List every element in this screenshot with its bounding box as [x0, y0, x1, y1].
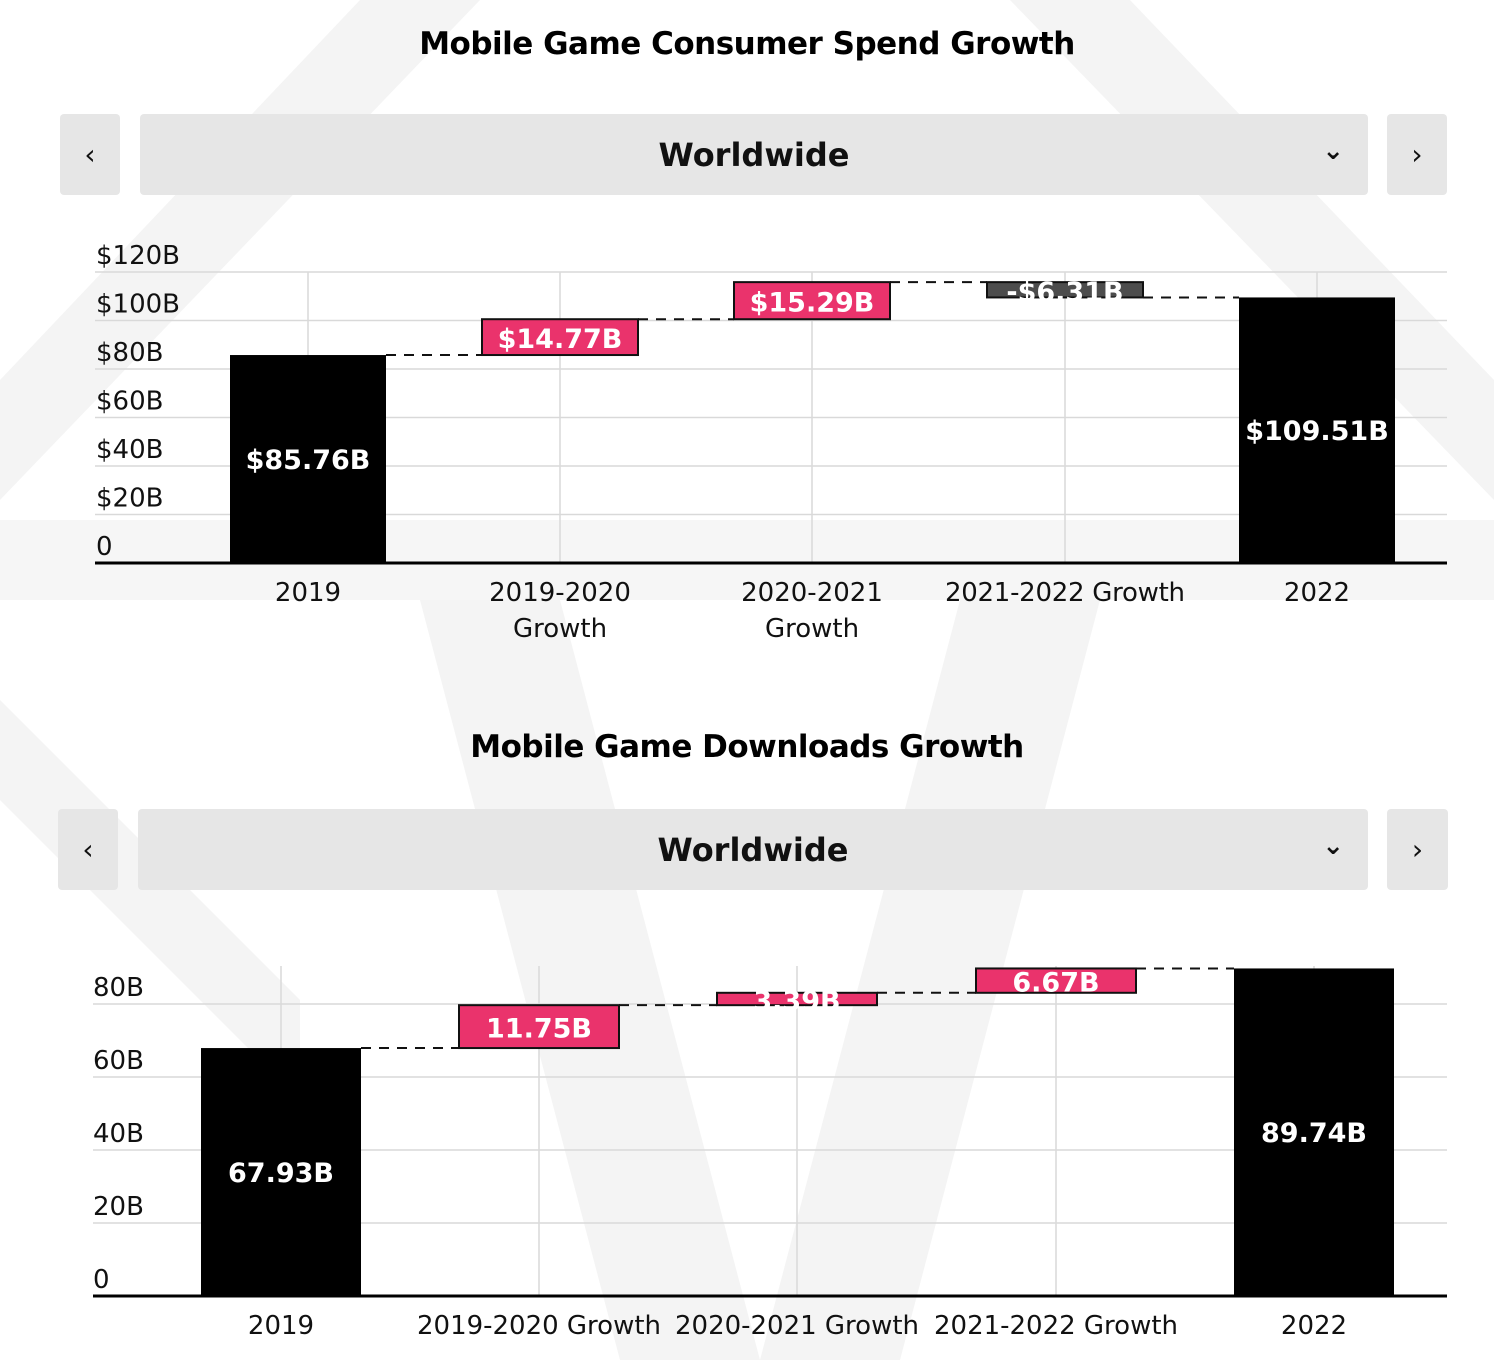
x-tick-label: 2019-2020: [489, 578, 631, 608]
x-tick-label: Growth: [513, 614, 607, 644]
x-tick-label: 2021-2022 Growth: [934, 1311, 1178, 1341]
bar-value-label: $15.29B: [750, 288, 875, 319]
prev-button[interactable]: ‹: [60, 114, 120, 195]
chevron-right-icon: ›: [1411, 138, 1423, 171]
bar: [986, 281, 1144, 299]
region-select-value: Worldwide: [658, 135, 850, 174]
y-tick-label: 0: [96, 532, 113, 562]
region-select[interactable]: Worldwide ⌄: [138, 809, 1368, 890]
x-tick-label: 2020-2021: [741, 578, 883, 608]
bar: [230, 355, 386, 563]
bar: [458, 1004, 620, 1050]
bar-value-label: $14.77B: [498, 324, 623, 355]
x-tick-label: 2021-2022 Growth: [945, 578, 1185, 608]
bar-value-label: 67.93B: [228, 1158, 334, 1189]
chevron-left-icon: ‹: [84, 138, 96, 171]
next-button[interactable]: ›: [1387, 809, 1448, 890]
x-tick-label: Growth: [765, 614, 859, 644]
region-select-value: Worldwide: [657, 830, 849, 869]
x-tick-label: 2022: [1281, 1311, 1347, 1341]
y-tick-label: 40B: [93, 1119, 144, 1149]
bar: [1239, 297, 1395, 563]
x-tick-label: 2019: [275, 578, 341, 608]
y-tick-label: $60B: [96, 387, 163, 417]
chart-title-spend: Mobile Game Consumer Spend Growth: [419, 26, 1075, 62]
chevron-down-icon: ⌄: [1322, 831, 1344, 861]
bar-value-label: $85.76B: [246, 445, 371, 476]
y-tick-label: 80B: [93, 973, 144, 1003]
chart-title-downloads: Mobile Game Downloads Growth: [470, 729, 1024, 765]
bar-value-label: $109.51B: [1245, 416, 1389, 447]
y-tick-label: $120B: [96, 241, 180, 271]
bar-value-label: -$6.31B: [1006, 277, 1123, 308]
region-select[interactable]: Worldwide ⌄: [140, 114, 1368, 195]
x-tick-label: 2019: [248, 1311, 314, 1341]
bar-value-label: 89.74B: [1261, 1118, 1367, 1149]
bar: [481, 318, 639, 357]
bar: [201, 1048, 361, 1296]
bar-value-label: 3.39B: [753, 986, 840, 1017]
y-tick-label: 0: [93, 1265, 110, 1295]
x-tick-label: 2019-2020 Growth: [417, 1311, 661, 1341]
prev-button[interactable]: ‹: [58, 809, 118, 890]
y-tick-label: 20B: [93, 1192, 144, 1222]
next-button[interactable]: ›: [1387, 114, 1447, 195]
y-tick-label: $100B: [96, 290, 180, 320]
bar: [716, 991, 878, 1007]
chevron-down-icon: ⌄: [1322, 136, 1344, 166]
y-tick-label: $20B: [96, 484, 163, 514]
bar: [733, 281, 891, 321]
y-tick-label: $40B: [96, 435, 163, 465]
x-tick-label: 2022: [1284, 578, 1350, 608]
y-tick-label: 60B: [93, 1046, 144, 1076]
x-tick-label: 2020-2021 Growth: [675, 1311, 919, 1341]
bar: [975, 967, 1137, 994]
bar-value-label: 6.67B: [1012, 968, 1099, 999]
bar-value-label: 11.75B: [486, 1014, 592, 1045]
chevron-left-icon: ‹: [82, 833, 94, 866]
chevron-right-icon: ›: [1411, 833, 1424, 866]
bar: [1234, 968, 1394, 1296]
y-tick-label: $80B: [96, 338, 163, 368]
